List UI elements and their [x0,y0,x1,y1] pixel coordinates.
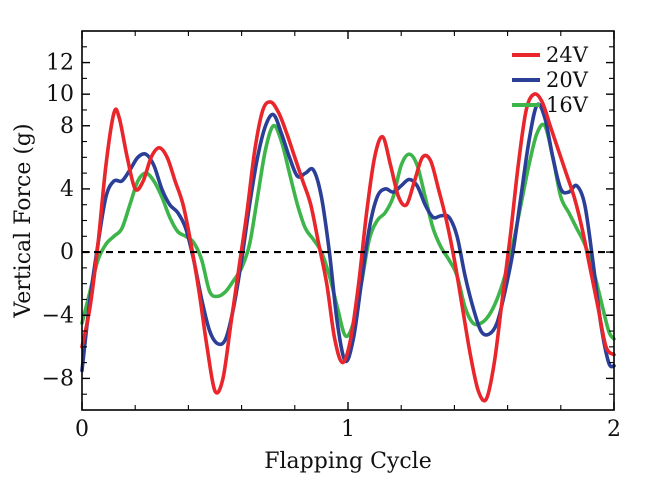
y-axis-title: Vertical Force (g) [11,123,36,318]
series-line-24v [80,92,616,403]
y-tick-label: 10 [46,82,74,107]
y-tick-label: −8 [42,366,74,391]
legend-label-24v: 24V [546,43,589,67]
series-layer [80,92,616,403]
series-line-20v [80,102,616,373]
series-line-16v [80,122,616,341]
y-tick-label: 12 [46,51,74,76]
y-tick-label: 4 [60,177,74,202]
y-tick-label: −4 [42,303,74,328]
x-tick-label: 2 [607,417,621,442]
y-tick-label: 8 [60,114,74,139]
legend-label-16v: 16V [546,93,589,117]
x-tick-label: 1 [341,417,355,442]
legend-label-20v: 20V [546,68,589,92]
x-axis-title: Flapping Cycle [264,449,432,474]
x-tick-label: 0 [75,417,89,442]
y-tick-label: 0 [60,240,74,265]
